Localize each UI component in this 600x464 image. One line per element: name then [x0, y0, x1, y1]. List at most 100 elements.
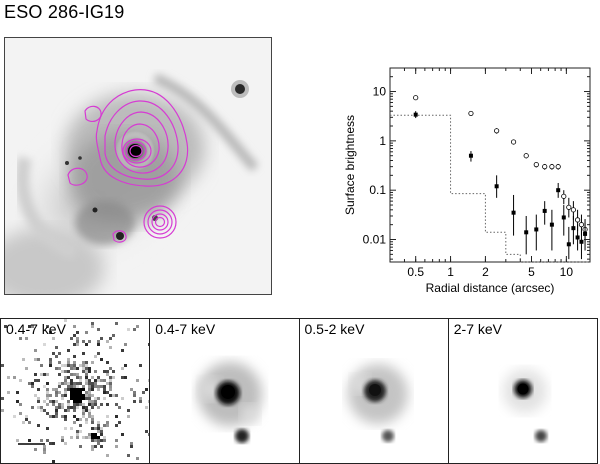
- pixel: [97, 388, 100, 391]
- pixel: [73, 385, 76, 388]
- pixel: [82, 367, 85, 370]
- marker: [542, 164, 548, 170]
- pixel: [145, 406, 148, 409]
- pixel: [118, 406, 121, 409]
- pixel: [91, 406, 94, 409]
- pixel: [94, 433, 97, 436]
- pixel: [76, 418, 79, 421]
- pixel: [28, 325, 31, 328]
- open-circle-point: [510, 139, 517, 145]
- pixel: [106, 370, 109, 373]
- pixel: [70, 364, 73, 367]
- pixel: [34, 448, 37, 451]
- pixel: [73, 400, 76, 403]
- pixel: [58, 382, 61, 385]
- pixel: [61, 370, 64, 373]
- filled-square-point: [579, 230, 584, 260]
- xray-panels: 0.4-7 keV 0.4-7 keV 0.5-2 keV: [0, 318, 598, 464]
- panel-label: 2-7 keV: [453, 321, 502, 337]
- model-step-line: [390, 114, 590, 263]
- open-circle-point: [549, 163, 555, 170]
- pixel: [46, 373, 49, 376]
- pixel: [94, 436, 97, 439]
- pixel: [82, 388, 85, 391]
- pixel: [91, 436, 94, 439]
- pixel: [85, 409, 88, 412]
- pixel: [40, 364, 43, 367]
- pixel: [109, 382, 112, 385]
- pixel: [88, 340, 91, 343]
- pixel: [58, 391, 61, 394]
- pixel: [100, 445, 103, 448]
- pixel: [64, 442, 67, 445]
- pixel: [115, 322, 118, 325]
- pixel: [94, 439, 97, 442]
- pixel: [76, 367, 79, 370]
- open-circle-point: [533, 162, 539, 168]
- pixel: [67, 382, 70, 385]
- pixel: [139, 364, 142, 367]
- pixel: [40, 406, 43, 409]
- pixel: [100, 358, 103, 361]
- open-circle-point: [542, 163, 548, 170]
- pixel: [46, 325, 49, 328]
- pixel: [82, 394, 85, 397]
- pixel: [61, 436, 64, 439]
- pixel: [64, 388, 67, 391]
- surface-brightness-plot: 0.5 1 2 5 10 0.01 0.1 1 10 Radial distance (arc…: [320, 60, 600, 305]
- pixel: [79, 388, 82, 391]
- pixel: [127, 454, 130, 457]
- pixel: [79, 391, 82, 394]
- marker: [578, 222, 585, 228]
- pixel: [52, 415, 55, 418]
- marker: [534, 227, 539, 232]
- pixel: [106, 340, 109, 343]
- pixel: [46, 382, 49, 385]
- pixel: [124, 364, 127, 367]
- marker: [524, 230, 529, 235]
- filled-square-point: [542, 201, 547, 225]
- filled-square-point: [494, 175, 499, 198]
- pixel: [97, 379, 100, 382]
- pixel: [64, 319, 67, 322]
- pixel: [136, 457, 139, 460]
- pixel: [94, 379, 97, 382]
- x-tick-label: 0.5: [407, 265, 424, 279]
- pixel: [31, 325, 34, 328]
- pixel: [49, 394, 52, 397]
- pixel: [49, 358, 52, 361]
- pixel: [73, 334, 76, 337]
- pixel: [88, 385, 91, 388]
- pixel: [43, 451, 46, 454]
- pixel: [49, 364, 52, 367]
- pixel: [49, 361, 52, 364]
- y-tick-label: 1: [379, 134, 386, 148]
- pixel: [103, 385, 106, 388]
- filled-square-point: [561, 205, 566, 236]
- pixel: [85, 370, 88, 373]
- pixel: [43, 409, 46, 412]
- pixel: [67, 370, 70, 373]
- pixel: [91, 325, 94, 328]
- pixel: [76, 433, 79, 436]
- pixel: [85, 364, 88, 367]
- x-tick-label: 2: [482, 265, 489, 279]
- x-tick-label: 1: [447, 265, 454, 279]
- pixel: [19, 403, 22, 406]
- pixel: [61, 415, 64, 418]
- pixel: [112, 394, 115, 397]
- marker: [575, 235, 580, 240]
- pixel: [97, 406, 100, 409]
- open-circle-point: [566, 197, 572, 218]
- marker: [523, 153, 529, 159]
- pixel: [127, 409, 130, 412]
- pixel: [76, 385, 79, 388]
- pixel: [46, 391, 49, 394]
- pixel: [100, 430, 103, 433]
- pixel: [103, 391, 106, 394]
- pixel: [37, 379, 40, 382]
- pixel: [112, 376, 115, 379]
- pixel: [85, 379, 88, 382]
- pixel: [7, 391, 10, 394]
- marker: [413, 112, 418, 117]
